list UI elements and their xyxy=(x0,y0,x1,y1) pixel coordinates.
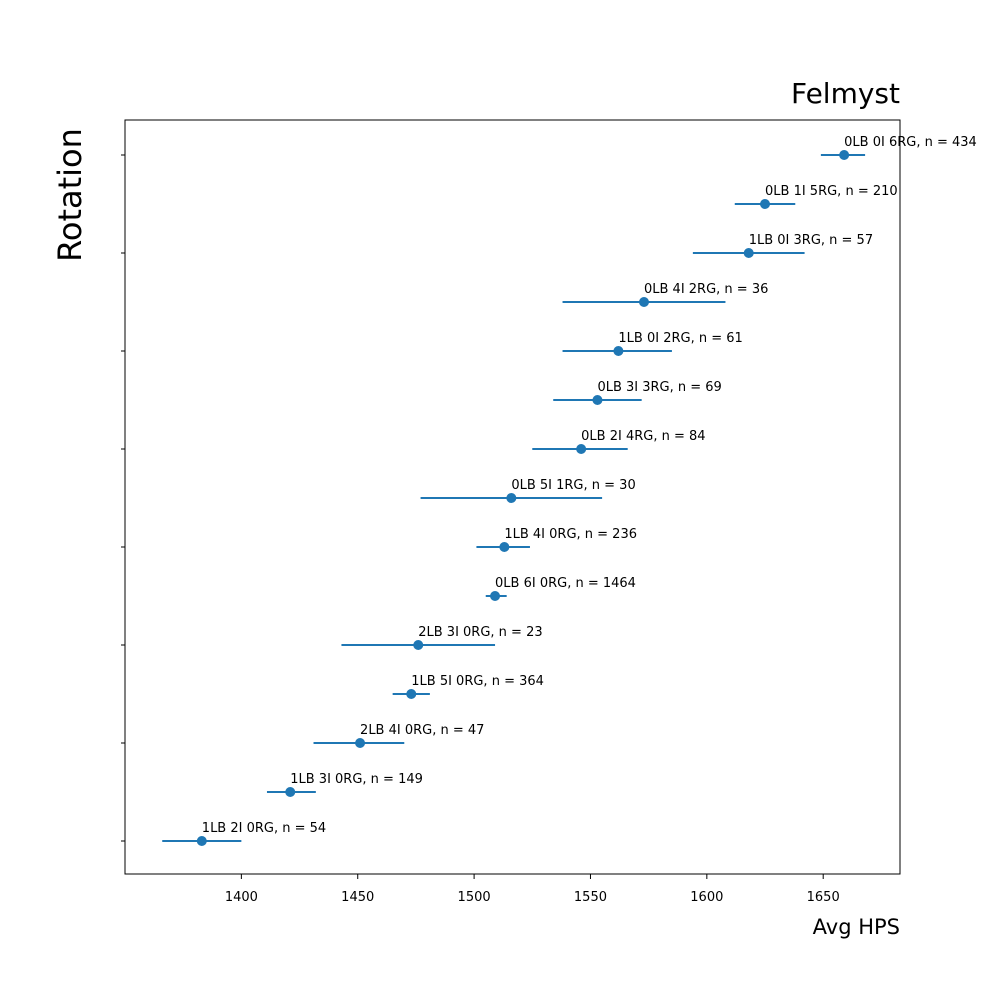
data-point xyxy=(576,444,587,454)
data-label: 0LB 2I 4RG, n = 84 xyxy=(581,429,705,444)
x-tick-label: 1500 xyxy=(458,890,491,905)
data-label: 1LB 0I 3RG, n = 57 xyxy=(749,233,873,248)
x-tick-label: 1550 xyxy=(574,890,607,905)
data-label: 1LB 5I 0RG, n = 364 xyxy=(411,674,544,689)
data-label: 0LB 1I 5RG, n = 210 xyxy=(765,184,898,199)
data-point xyxy=(592,395,603,405)
x-tick-label: 1600 xyxy=(690,890,723,905)
data-label: 0LB 4I 2RG, n = 36 xyxy=(644,282,768,297)
chart-title: Felmyst xyxy=(791,77,900,110)
data-point xyxy=(638,297,649,307)
data-point xyxy=(506,493,517,503)
data-label: 2LB 3I 0RG, n = 23 xyxy=(418,625,542,640)
x-tick-label: 1400 xyxy=(225,890,258,905)
data-point xyxy=(406,689,417,699)
data-point xyxy=(743,248,754,258)
data-point xyxy=(490,591,501,601)
data-label: 0LB 0I 6RG, n = 434 xyxy=(844,135,977,150)
data-label: 0LB 3I 3RG, n = 69 xyxy=(597,380,721,395)
x-axis-label: Avg HPS xyxy=(812,915,900,939)
plot-frame xyxy=(124,119,901,875)
data-point xyxy=(760,199,771,209)
data-point xyxy=(839,150,850,160)
data-point xyxy=(613,346,624,356)
data-label: 2LB 4I 0RG, n = 47 xyxy=(360,723,484,738)
data-label: 0LB 6I 0RG, n = 1464 xyxy=(495,576,636,591)
x-tick-label: 1450 xyxy=(341,890,374,905)
data-label: 1LB 4I 0RG, n = 236 xyxy=(504,527,637,542)
data-point xyxy=(499,542,510,552)
data-point xyxy=(196,836,207,846)
data-label: 0LB 5I 1RG, n = 30 xyxy=(511,478,635,493)
data-point xyxy=(413,640,424,650)
y-axis-label: Rotation xyxy=(51,128,89,262)
x-tick-label: 1650 xyxy=(807,890,840,905)
data-label: 1LB 2I 0RG, n = 54 xyxy=(202,821,326,836)
data-point xyxy=(355,738,366,748)
data-label: 1LB 3I 0RG, n = 149 xyxy=(290,772,423,787)
data-point xyxy=(285,787,296,797)
data-label: 1LB 0I 2RG, n = 61 xyxy=(618,331,742,346)
